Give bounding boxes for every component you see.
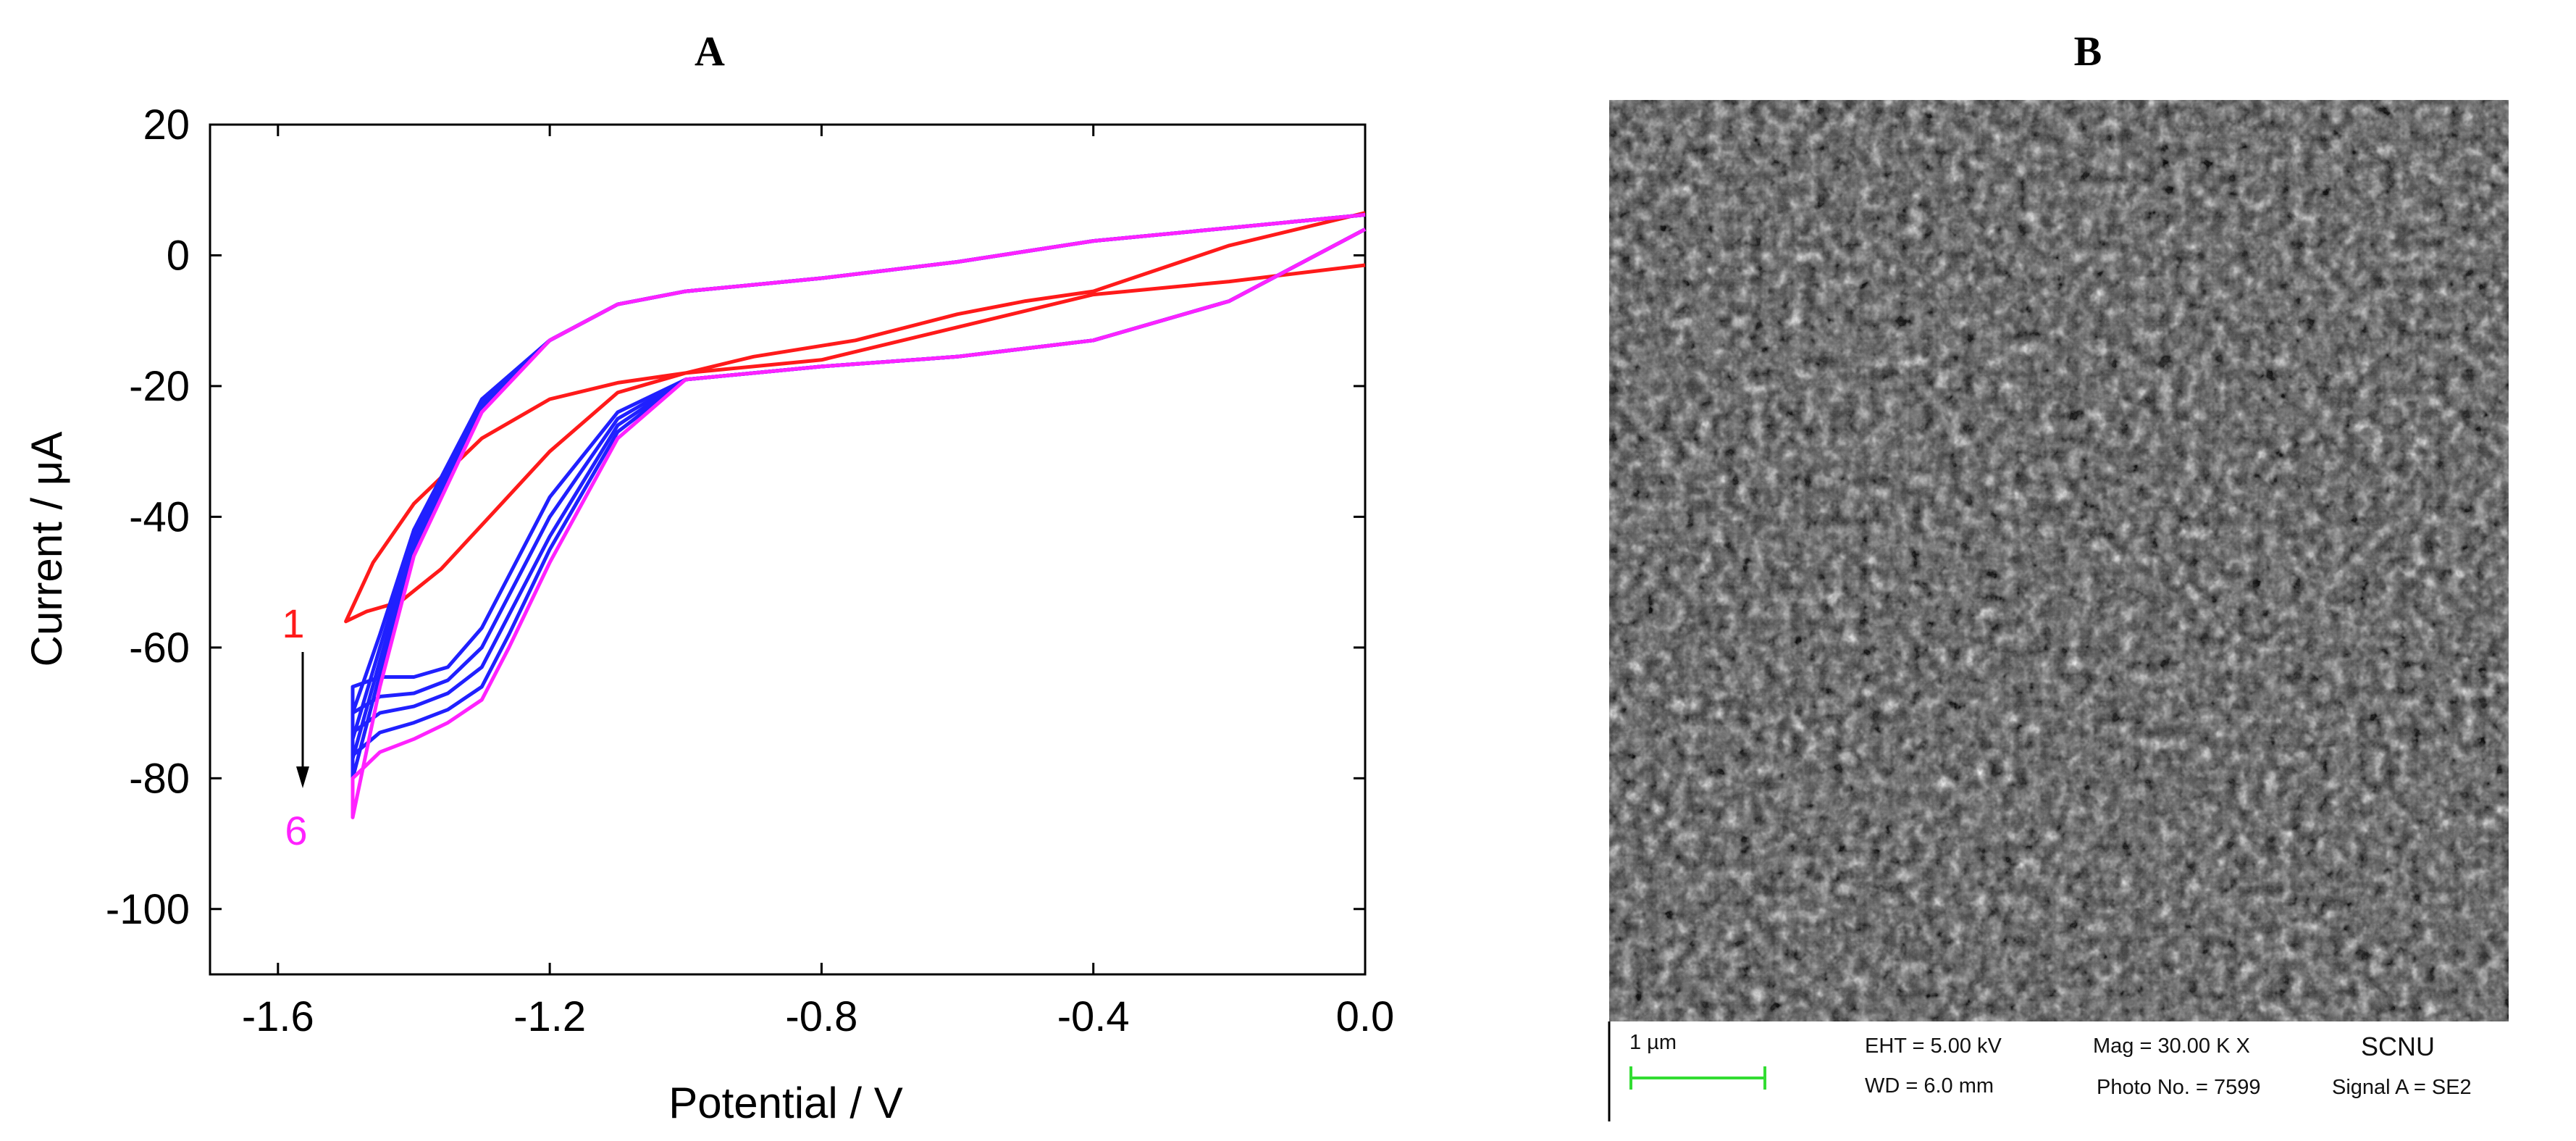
x-tick-label: -1.6 — [242, 993, 314, 1040]
y-tick-label: 20 — [143, 101, 190, 149]
cycle-arrow — [296, 652, 309, 788]
y-tick-labels: 20 0 -20 -40 -60 -80 -100 — [106, 101, 190, 933]
x-axis-title: Potential / V — [668, 1079, 903, 1127]
cv-cycle-1-line — [344, 211, 1366, 624]
tick-marks — [210, 123, 1367, 974]
sem-info-background — [1609, 1021, 2509, 1121]
cycle-arrow-head — [296, 766, 309, 788]
sem-photo-no: Photo No. = 7599 — [2097, 1076, 2261, 1099]
sem-signal: Signal A = SE2 — [2332, 1076, 2472, 1099]
sem-eht: EHT = 5.00 kV — [1865, 1035, 2002, 1058]
y-axis-title: Current / μA — [22, 432, 71, 667]
x-tick-label: 0.0 — [1336, 993, 1395, 1040]
y-tick-label: 0 — [167, 232, 190, 279]
panel-b-label: B — [2074, 28, 2102, 75]
scale-bar — [1629, 1066, 1766, 1090]
sem-wd: WD = 6.0 mm — [1865, 1074, 1994, 1098]
scale-bar-label: 1 µm — [1629, 1031, 1677, 1054]
x-tick-labels: -1.6 -1.2 -0.8 -0.4 0.0 — [242, 993, 1394, 1040]
cv-curves — [344, 211, 1367, 819]
x-tick-label: -0.4 — [1057, 993, 1130, 1040]
cycle-6-label: 6 — [285, 808, 307, 853]
cv-cycle-4-line — [351, 213, 1367, 761]
plot-frame — [209, 123, 1367, 976]
y-tick-label: -20 — [129, 363, 190, 410]
cv-cycle-3-line — [351, 213, 1367, 741]
sem-micrograph — [1609, 100, 2509, 1021]
cycle-1-label: 1 — [282, 601, 304, 646]
x-tick-label: -1.2 — [513, 993, 586, 1040]
cv-cycle-2-line — [351, 213, 1367, 715]
x-tick-label: -0.8 — [785, 993, 857, 1040]
panel-a: A -1.6 -1.2 -0.8 -0.4 0.0 20 0 -20 -40 -60 -80 -10… — [22, 28, 1394, 1127]
panel-b: B 1 µm — [1608, 28, 2509, 1121]
sem-info-bar: 1 µm EHT = 5.00 kV WD = 6.0 mm Mag = 30.… — [1608, 1021, 2509, 1121]
cv-cycle-6-line — [351, 213, 1367, 819]
y-tick-label: -100 — [106, 886, 190, 933]
sem-institution: SCNU — [2361, 1032, 2435, 1061]
sem-image-texture — [1609, 100, 2509, 1021]
sem-mag: Mag = 30.00 K X — [2093, 1035, 2250, 1058]
y-tick-label: -40 — [129, 493, 190, 540]
y-tick-label: -80 — [129, 755, 190, 802]
panel-a-label: A — [695, 28, 725, 75]
y-tick-label: -60 — [129, 624, 190, 672]
cv-cycle-5-line — [351, 213, 1367, 780]
